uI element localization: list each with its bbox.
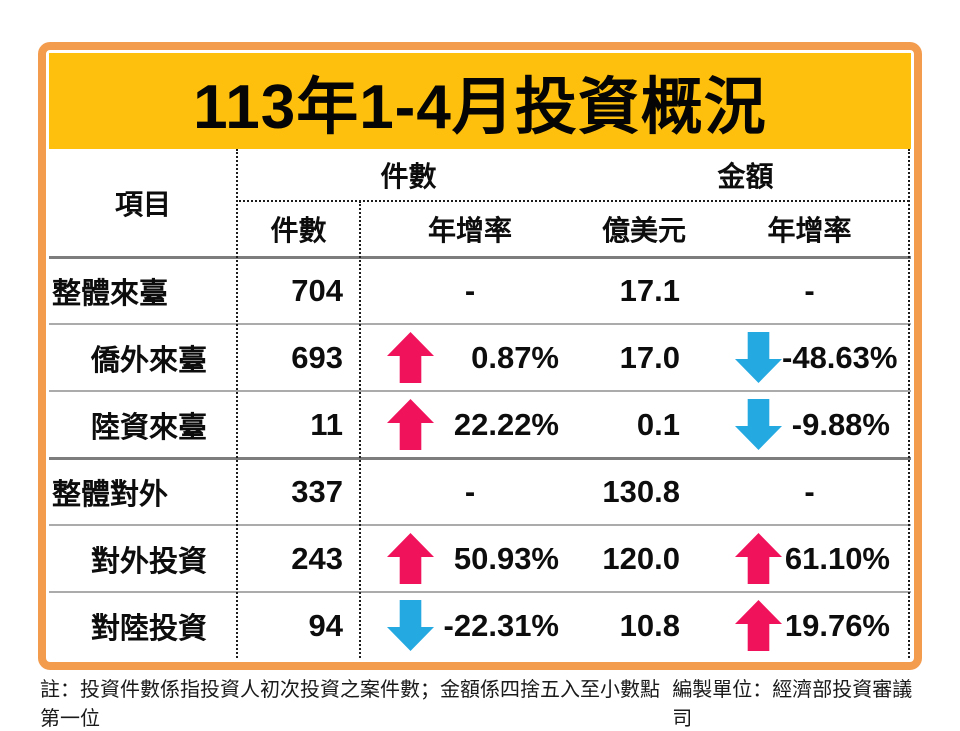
count-yoy-value: -	[464, 474, 476, 509]
trend-arrow-icon	[387, 533, 434, 584]
amount-yoy-cell: -	[708, 259, 911, 323]
slide-frame: 113年1-4月投資概況 項目 件數 金額 件數 年增率 億美元 年增率 整體來…	[38, 42, 922, 670]
source-credit: 編製單位：經濟部投資審議司	[672, 679, 913, 730]
footer: 註：投資件數係指投資人初次投資之案件數；金額係四捨五入至小數點第一位 編製單位：…	[40, 673, 914, 731]
count-yoy-cell: -	[360, 460, 580, 524]
title-banner: 113年1-4月投資概況	[49, 53, 911, 149]
amount-value: 130.8	[602, 474, 680, 509]
slide-content: 113年1-4月投資概況 項目 件數 金額 件數 年增率 億美元 年增率 整體來…	[49, 53, 911, 659]
table-row: 整體來臺 704 - 17.1 -	[49, 256, 911, 323]
investment-table: 項目 件數 金額 件數 年增率 億美元 年增率 整體來臺 704 - 17.1 …	[49, 149, 911, 659]
header-sub-usd: 億美元	[601, 214, 686, 246]
amount-yoy-value: -	[804, 273, 815, 308]
amount-value: 17.0	[619, 339, 680, 375]
amount-yoy-cell: 19.76%	[708, 593, 911, 658]
header-item: 項目	[114, 188, 171, 220]
table-row: 僑外來臺 693 0.87% 17.0 -48.63%	[49, 323, 911, 390]
row-label: 整體來臺	[52, 278, 169, 310]
trend-arrow-icon	[735, 600, 782, 651]
table-right-border-dotted	[908, 149, 910, 658]
count-yoy-value: 0.87%	[471, 339, 559, 375]
amount-yoy-value: -9.88%	[791, 406, 890, 442]
table-row: 整體對外 337 - 130.8 -	[49, 457, 911, 524]
header-sub-amount-yoy: 年增率	[767, 214, 852, 246]
amount-value: 17.1	[619, 273, 680, 308]
amount-yoy-value: 61.10%	[784, 540, 890, 576]
count-yoy-value: -	[464, 273, 476, 308]
column-divider-dotted	[359, 201, 361, 658]
row-label: 對陸投資	[91, 612, 208, 645]
amount-yoy-value: -	[804, 474, 815, 509]
count-yoy-cell: 0.87%	[360, 325, 580, 390]
trend-arrow-icon	[387, 332, 434, 383]
amount-value: 120.0	[602, 540, 680, 576]
column-divider-dotted	[236, 149, 238, 658]
trend-arrow-icon	[387, 399, 434, 450]
table-row: 陸資來臺 11 22.22% 0.1 -9.88%	[49, 390, 911, 457]
count-value: 11	[310, 406, 343, 442]
count-value: 693	[291, 339, 343, 375]
page-title: 113年1-4月投資概況	[193, 73, 767, 142]
header-sub-count-yoy: 年增率	[427, 214, 512, 246]
footnote: 註：投資件數係指投資人初次投資之案件數；金額係四捨五入至小數點第一位	[40, 679, 660, 730]
count-value: 704	[291, 273, 343, 308]
amount-yoy-cell: -	[708, 460, 911, 524]
count-yoy-cell: -22.31%	[360, 593, 580, 658]
row-label: 陸資來臺	[91, 411, 208, 444]
amount-yoy-value: -48.63%	[782, 339, 898, 375]
amount-value: 0.1	[636, 406, 680, 442]
count-yoy-value: 22.22%	[453, 406, 559, 442]
row-label: 對外投資	[91, 545, 208, 578]
count-yoy-value: 50.93%	[453, 540, 559, 576]
table-row: 對外投資 243 50.93% 120.0 61.10%	[49, 524, 911, 591]
amount-value: 10.8	[619, 607, 680, 643]
count-value: 94	[308, 607, 343, 643]
count-yoy-cell: 22.22%	[360, 392, 580, 457]
header-group-amount: 金額	[717, 161, 774, 192]
count-yoy-cell: 50.93%	[360, 526, 580, 591]
header-divider-dotted	[236, 200, 909, 202]
trend-arrow-icon	[735, 399, 782, 450]
count-value: 243	[291, 540, 343, 576]
amount-yoy-cell: -9.88%	[708, 392, 911, 457]
amount-yoy-cell: 61.10%	[708, 526, 911, 591]
table-row: 對陸投資 94 -22.31% 10.8 19.76%	[49, 591, 911, 658]
trend-arrow-icon	[387, 600, 434, 651]
count-yoy-cell: -	[360, 259, 580, 323]
trend-arrow-icon	[735, 533, 782, 584]
amount-yoy-value: 19.76%	[784, 607, 890, 643]
count-yoy-value: -22.31%	[443, 607, 559, 643]
trend-arrow-icon	[735, 332, 782, 383]
row-label: 僑外來臺	[91, 344, 208, 377]
header-sub-count: 件數	[270, 214, 327, 246]
amount-yoy-cell: -48.63%	[708, 325, 911, 390]
row-label: 整體對外	[52, 479, 169, 511]
table-header: 項目 件數 金額 件數 年增率 億美元 年增率	[49, 149, 911, 256]
header-group-count: 件數	[380, 161, 437, 192]
count-value: 337	[291, 474, 343, 509]
